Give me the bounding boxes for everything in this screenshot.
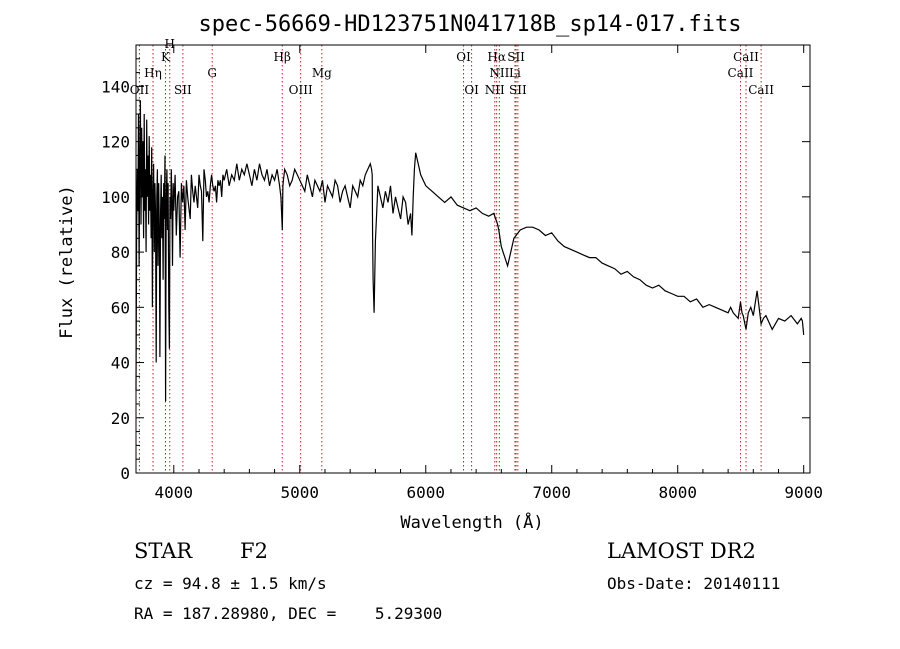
plot-frame [135,44,811,474]
redshift-readout: cz = 94.8 ± 1.5 km/s [134,574,327,593]
y-axis-ticks: 0 20 40 60 80 100 120 140 [101,58,810,483]
line-marker-label: K [161,50,171,64]
x-tick-label: 6000 [406,483,445,502]
x-axis-ticks: 4000 5000 6000 7000 8000 9000 [155,45,823,502]
spectrum-line [135,100,805,402]
y-tick-label: 140 [101,77,130,96]
coordinates: RA = 187.28980, DEC = 5.29300 [134,604,443,623]
survey-name: LAMOST DR2 [607,539,756,563]
line-marker-label: CaII [728,66,754,80]
line-marker-label: CaII [748,83,774,97]
line-marker-label: SII [509,83,527,97]
x-tick-label: 8000 [658,483,697,502]
line-marker-label: G [207,66,217,80]
line-marker-label: Hη [144,66,162,80]
y-tick-label: 80 [111,243,130,262]
line-marker-label: NII [489,66,509,80]
chart-title: spec-56669-HD123751N041718B_sp14-017.fit… [198,12,741,37]
line-marker-label: CaII [733,50,759,64]
x-tick-label: 7000 [532,483,571,502]
x-tick-label: 5000 [281,483,320,502]
y-tick-label: 20 [111,409,130,428]
y-tick-label: 120 [101,133,130,152]
line-marker-label: OIII [289,83,313,97]
x-tick-label: 9000 [784,483,823,502]
object-type: STAR [134,539,193,563]
line-marker-label: SII [507,50,525,64]
subclass: F2 [240,539,268,563]
line-marker-label: NII [485,83,505,97]
line-marker-label: H [165,37,175,51]
line-marker-label: OII [130,83,150,97]
y-tick-label: 40 [111,354,130,373]
line-marker-label: SII [174,83,192,97]
y-tick-label: 0 [120,464,130,483]
line-marker-label: OI [456,50,471,64]
y-tick-label: 60 [111,298,130,317]
x-axis-label: Wavelength (Å) [400,511,543,533]
line-marker-label: Mg [312,66,332,80]
emission-line-markers [138,45,762,473]
line-marker-label: Hα [487,50,506,64]
line-marker-label: Li [509,66,521,80]
line-marker-label: Hβ [274,50,291,64]
x-tick-label: 4000 [155,483,194,502]
y-tick-label: 100 [101,188,130,207]
observation-date: Obs-Date: 20140111 [607,574,781,593]
y-axis-label: Flux (relative) [57,185,77,339]
line-marker-label: OI [464,83,479,97]
